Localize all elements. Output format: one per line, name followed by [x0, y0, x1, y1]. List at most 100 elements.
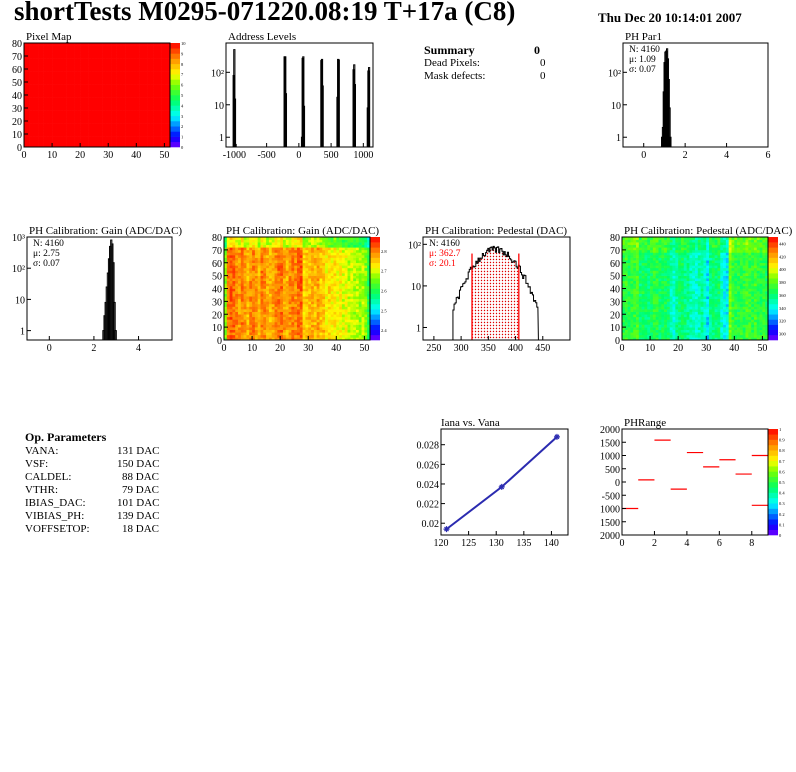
heatmap-cell	[57, 108, 61, 111]
heatmap-cell	[243, 329, 247, 333]
summary-title: Summary	[424, 43, 475, 57]
heatmap-cell	[46, 134, 50, 137]
heatmap-cell	[330, 244, 334, 248]
heatmap-cell	[344, 327, 348, 330]
heatmap-cell	[627, 337, 631, 341]
heatmap-cell	[274, 252, 278, 256]
palette-tick-label: 2.8	[381, 249, 387, 254]
heatmap-cell	[353, 242, 357, 246]
heatmap-cell	[638, 321, 642, 325]
heatmap-cell	[113, 66, 117, 70]
heatmap-cell	[161, 45, 165, 49]
heatmap-cell	[40, 69, 44, 72]
heatmap-cell	[271, 316, 275, 320]
heatmap-cell	[68, 76, 73, 80]
heatmap-cell	[119, 69, 123, 72]
heatmap-cell	[271, 291, 275, 294]
heatmap-cell	[319, 332, 323, 336]
heatmap-cell	[257, 321, 261, 325]
heatmap-cell	[271, 239, 275, 243]
heatmap-cell	[130, 139, 134, 143]
heatmap-cell	[327, 257, 331, 261]
heatmap-cell	[224, 288, 228, 292]
y-tick-label: 40	[12, 91, 22, 102]
x-tick-label: 500	[324, 150, 339, 161]
heatmap-cell	[125, 66, 129, 70]
heatmap-cell	[77, 136, 81, 140]
heatmap-cell	[355, 283, 360, 287]
heatmap-cell	[313, 257, 317, 261]
heatmap-cell	[29, 84, 33, 88]
heatmap-cell	[80, 139, 84, 143]
heatmap-cell	[280, 301, 284, 305]
heatmap-cell	[358, 265, 362, 269]
heatmap-cell	[82, 82, 87, 85]
heatmap-cell	[116, 82, 120, 85]
heatmap-cell	[636, 324, 640, 328]
heatmap-cell	[285, 309, 289, 312]
palette-step	[170, 110, 180, 117]
heatmap-cell	[636, 296, 640, 300]
heatmap-cell	[361, 327, 365, 330]
heatmap-cell	[108, 63, 112, 67]
heatmap-cell	[150, 95, 154, 98]
heatmap-cell	[49, 126, 53, 130]
heatmap-cell	[26, 97, 30, 101]
heatmap-cell	[243, 244, 247, 248]
heatmap-cell	[271, 306, 275, 310]
heatmap-cell	[226, 291, 230, 294]
heatmap-cell	[29, 71, 33, 75]
heatmap-cell	[238, 275, 242, 279]
heatmap-cell	[161, 76, 165, 80]
heatmap-cell	[226, 311, 230, 315]
heatmap-cell	[144, 69, 148, 72]
heatmap-cell	[113, 82, 117, 85]
heatmap-cell	[650, 309, 654, 312]
heatmap-cell	[38, 45, 42, 49]
heatmap-cell	[638, 244, 642, 248]
heatmap-cell	[622, 239, 626, 243]
heatmap-cell	[268, 301, 273, 305]
heatmap-cell	[158, 58, 162, 62]
heatmap-cell	[161, 79, 165, 83]
heatmap-cell	[622, 278, 626, 282]
heatmap-cell	[641, 291, 645, 294]
heatmap-cell	[43, 56, 47, 59]
heatmap-cell	[91, 50, 95, 54]
heatmap-cell	[274, 255, 278, 258]
plot-frame	[622, 42, 769, 148]
heatmap-cell	[252, 244, 256, 248]
summary-value: 0	[540, 57, 546, 69]
heatmap-cell	[229, 257, 233, 261]
heatmap-cell	[327, 275, 331, 279]
heatmap-cell	[277, 257, 281, 261]
heatmap-cell	[325, 270, 329, 274]
heatmap-cell	[297, 273, 301, 276]
heatmap-cell	[136, 56, 140, 59]
heatmap-cell	[364, 293, 368, 297]
heatmap-cell	[305, 291, 309, 294]
heatmap-cell	[630, 283, 634, 287]
heatmap-cell	[263, 337, 267, 341]
heatmap-cell	[246, 327, 250, 330]
heatmap-cell	[650, 273, 654, 276]
heatmap-cell	[153, 134, 157, 137]
heatmap-cell	[113, 121, 117, 124]
heatmap-cell	[111, 48, 115, 52]
heatmap-cell	[139, 128, 143, 132]
heatmap-cell	[164, 95, 168, 98]
heatmap-cell	[46, 139, 50, 143]
heatmap-cell	[88, 134, 92, 137]
heatmap-cell	[240, 278, 244, 282]
heatmap-cell	[153, 71, 157, 75]
heatmap-cell	[40, 134, 44, 137]
heatmap-cell	[350, 334, 354, 338]
heatmap-cell	[347, 270, 351, 274]
heatmap-cell	[74, 53, 78, 57]
heatmap-cell	[322, 298, 326, 302]
heatmap-cell	[655, 280, 659, 284]
heatmap-cell	[63, 79, 67, 83]
heatmap-cell	[655, 283, 659, 287]
heatmap-cell	[130, 79, 134, 83]
heatmap-cell	[116, 53, 120, 57]
